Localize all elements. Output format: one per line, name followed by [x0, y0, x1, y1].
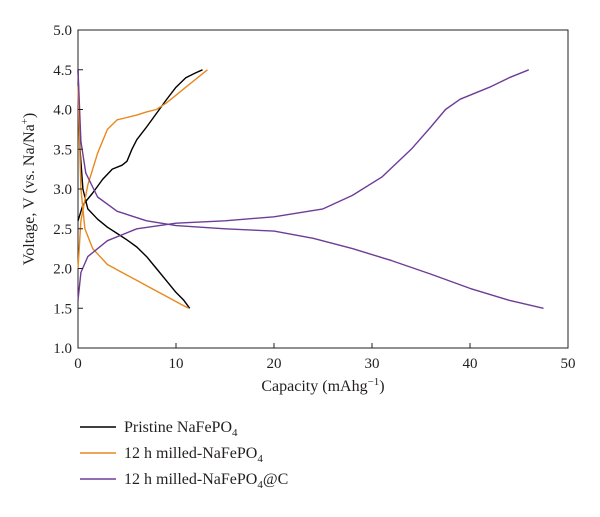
series-3-charge-line: [77, 69, 530, 301]
series-layer: [77, 69, 544, 309]
series-1-charge-line: [77, 69, 203, 222]
legend-item: 12 h milled-NaFePO4@C: [80, 471, 288, 491]
plot-frame: [77, 29, 569, 349]
legend-item: 12 h milled-NaFePO4: [80, 445, 263, 465]
x-axis-title: Capacity (mAhg−1): [261, 376, 384, 395]
y-tick-label: 5.0: [53, 23, 72, 39]
x-tick-label: 0: [74, 356, 82, 372]
legend: Pristine NaFePO4 12 h milled-NaFePO4 12 h …: [80, 419, 288, 491]
series-3-discharge-line: [77, 69, 544, 309]
legend-label: Pristine NaFePO4: [124, 419, 238, 439]
legend-label: 12 h milled-NaFePO4: [124, 445, 263, 465]
plot-area: [77, 29, 569, 349]
y-axis-title: Voltage, V (vs. Na/Na+): [19, 113, 38, 265]
series-1-discharge-line: [77, 69, 191, 309]
y-tick-label: 4.0: [53, 103, 72, 119]
legend-label: 12 h milled-NaFePO4@C: [124, 471, 288, 491]
y-tick-label: 2.0: [53, 262, 72, 278]
y-tick-label: 3.0: [53, 182, 72, 198]
y-tick-label: 1.0: [53, 341, 72, 357]
series-2-discharge-line: [77, 85, 190, 309]
x-tick-label: 30: [365, 356, 380, 372]
x-tick-label: 50: [561, 356, 576, 372]
x-tick-label: 20: [267, 356, 282, 372]
y-tick-label: 3.5: [53, 142, 72, 158]
y-tick-label: 1.5: [53, 301, 72, 317]
y-tick-label: 2.5: [53, 222, 72, 238]
series-2-charge-line: [77, 69, 208, 269]
legend-item: Pristine NaFePO4: [80, 419, 238, 439]
y-tick-label: 4.5: [53, 63, 72, 79]
x-tick-label: 40: [463, 356, 478, 372]
ticks-layer: 0 10 20 30 40 50 1.0 1.5 2.0 2.5 3.0 3.5 4.0 4.5 5.0: [53, 23, 575, 372]
x-tick-label: 10: [169, 356, 184, 372]
